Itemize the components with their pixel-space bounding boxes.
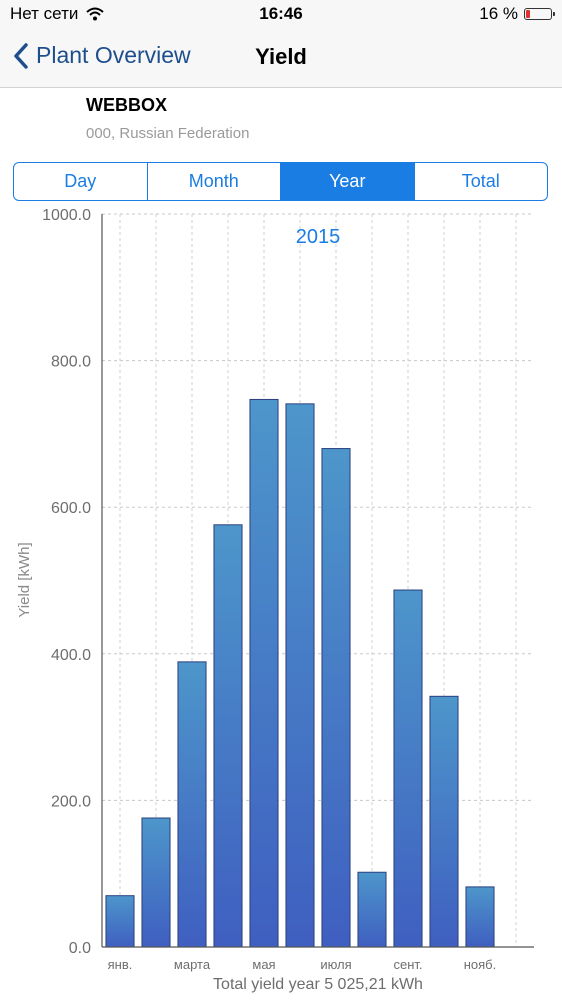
page-title: Yield (255, 44, 307, 69)
x-tick-label: марта (174, 957, 211, 972)
tab-total[interactable]: Total (413, 163, 548, 200)
yield-chart: 0.0 200.0 400.0 600.0 800.0 1000.0 янв. марта ма… (16, 207, 534, 993)
y-tick-label: 200.0 (51, 793, 91, 810)
x-tick-label: мая (252, 957, 275, 972)
status-left: Нет сети (10, 4, 105, 24)
x-axis-label: Total yield year 5 025,21 kWh (213, 976, 423, 993)
x-tick-label: нояб. (464, 957, 497, 972)
bar (321, 448, 351, 948)
nav-bar: Plant Overview Yield (0, 30, 562, 88)
bar (177, 661, 207, 948)
battery-level (526, 10, 530, 18)
bar (249, 398, 279, 948)
tab-year[interactable]: Year (280, 163, 414, 200)
battery-icon (524, 8, 555, 20)
carrier-text: Нет сети (10, 4, 79, 23)
bar (213, 524, 243, 948)
y-axis-label: Yield [kWh] (16, 542, 33, 617)
battery-percent: 16 % (479, 4, 518, 23)
status-time: 16:46 (259, 4, 303, 23)
bar (105, 895, 135, 948)
bar (285, 403, 315, 948)
x-tick-label: сент. (393, 957, 422, 972)
y-tick-label: 800.0 (51, 354, 91, 371)
y-tick-label: 600.0 (51, 500, 91, 517)
wifi-icon (86, 7, 105, 21)
back-button[interactable]: Plant Overview (14, 42, 191, 69)
chart-title: 2015 (296, 226, 341, 248)
status-right: 16 % (479, 4, 555, 24)
status-bar: Нет сети 16:46 16 % (0, 0, 562, 30)
bar (465, 886, 495, 948)
x-tick-label: янв. (108, 957, 133, 972)
y-tick-label: 400.0 (51, 647, 91, 664)
bar (357, 871, 387, 948)
plant-name: WEBBOX (86, 95, 167, 115)
x-tick-label: июля (320, 957, 351, 972)
chevron-left-icon (14, 42, 28, 69)
tab-month[interactable]: Month (146, 163, 281, 200)
tab-day[interactable]: Day (64, 171, 97, 191)
bar (393, 589, 423, 948)
plant-location: 000, Russian Federation (86, 125, 250, 142)
bar (429, 695, 459, 948)
y-tick-label: 1000.0 (42, 207, 91, 224)
y-tick-label: 0.0 (69, 940, 91, 957)
period-segmented-control: Day Month Year Total (13, 162, 548, 201)
back-label: Plant Overview (36, 42, 191, 68)
bar (141, 817, 171, 948)
